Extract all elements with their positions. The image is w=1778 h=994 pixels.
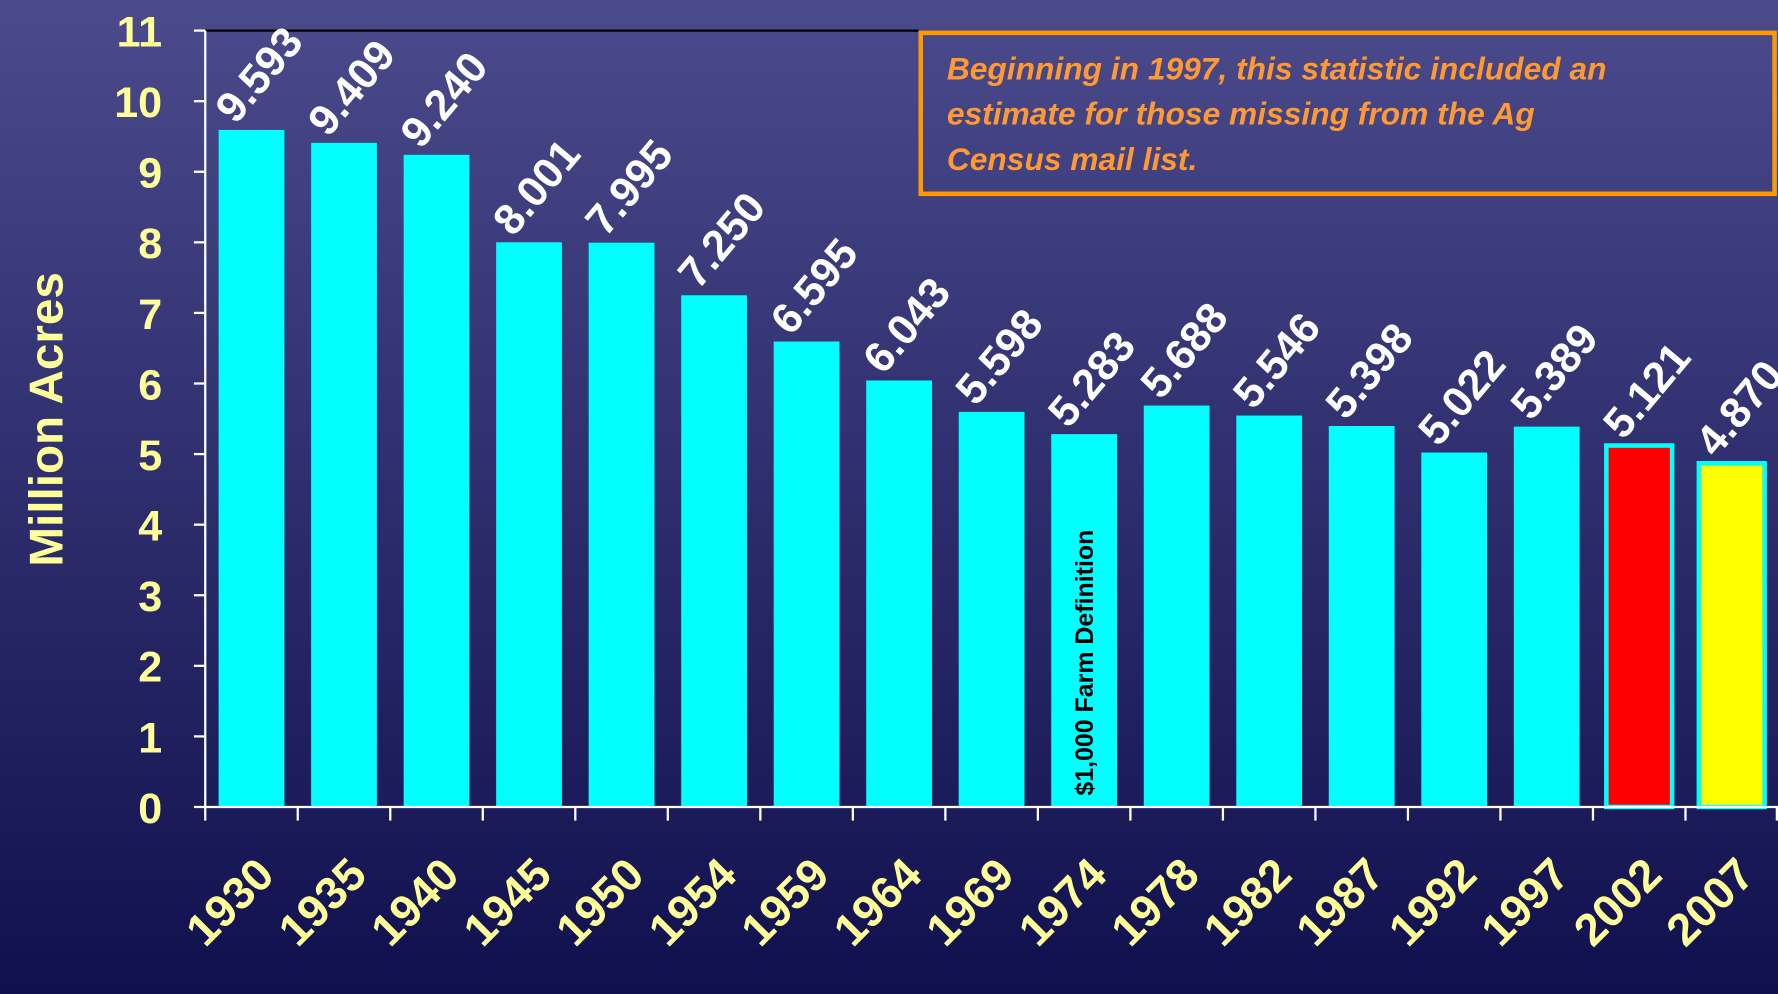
bar — [1696, 460, 1767, 810]
bar — [403, 154, 470, 807]
annotation-box — [918, 30, 1777, 197]
annotation: Beginning in 1997, this statistic includ… — [947, 50, 1607, 86]
bar — [1051, 434, 1118, 807]
y-tick-label: 5 — [138, 432, 162, 480]
y-tick-label: 0 — [138, 785, 162, 833]
bar — [866, 380, 932, 807]
bar — [1143, 405, 1210, 807]
bar — [1513, 426, 1580, 807]
y-tick-label: 1 — [138, 714, 162, 762]
bar — [1604, 443, 1675, 810]
y-tick-label: 4 — [138, 503, 162, 551]
annotation: Census mail list. — [947, 141, 1197, 177]
y-tick-label: 11 — [117, 8, 163, 56]
annotation: $1,000 Farm Definition — [1071, 530, 1099, 796]
y-tick-label: 6 — [138, 361, 162, 409]
y-tick-label: 8 — [138, 220, 162, 268]
bar — [588, 242, 655, 807]
y-tick-label: 10 — [114, 79, 162, 127]
y-tick-label: 3 — [138, 573, 162, 621]
bar — [311, 142, 377, 807]
y-tick-label: 2 — [138, 644, 162, 692]
bar — [1328, 425, 1395, 807]
bar — [218, 129, 285, 807]
bar — [1421, 452, 1488, 807]
bar — [496, 242, 562, 807]
y-axis-label: Million Acres — [20, 272, 73, 566]
bar — [1236, 415, 1303, 807]
y-tick-label: 9 — [138, 150, 162, 198]
bar — [773, 341, 840, 807]
bar — [958, 411, 1025, 807]
y-tick-label: 7 — [138, 291, 162, 339]
bar — [681, 295, 747, 807]
annotation: estimate for those missing from the Ag — [947, 96, 1535, 132]
